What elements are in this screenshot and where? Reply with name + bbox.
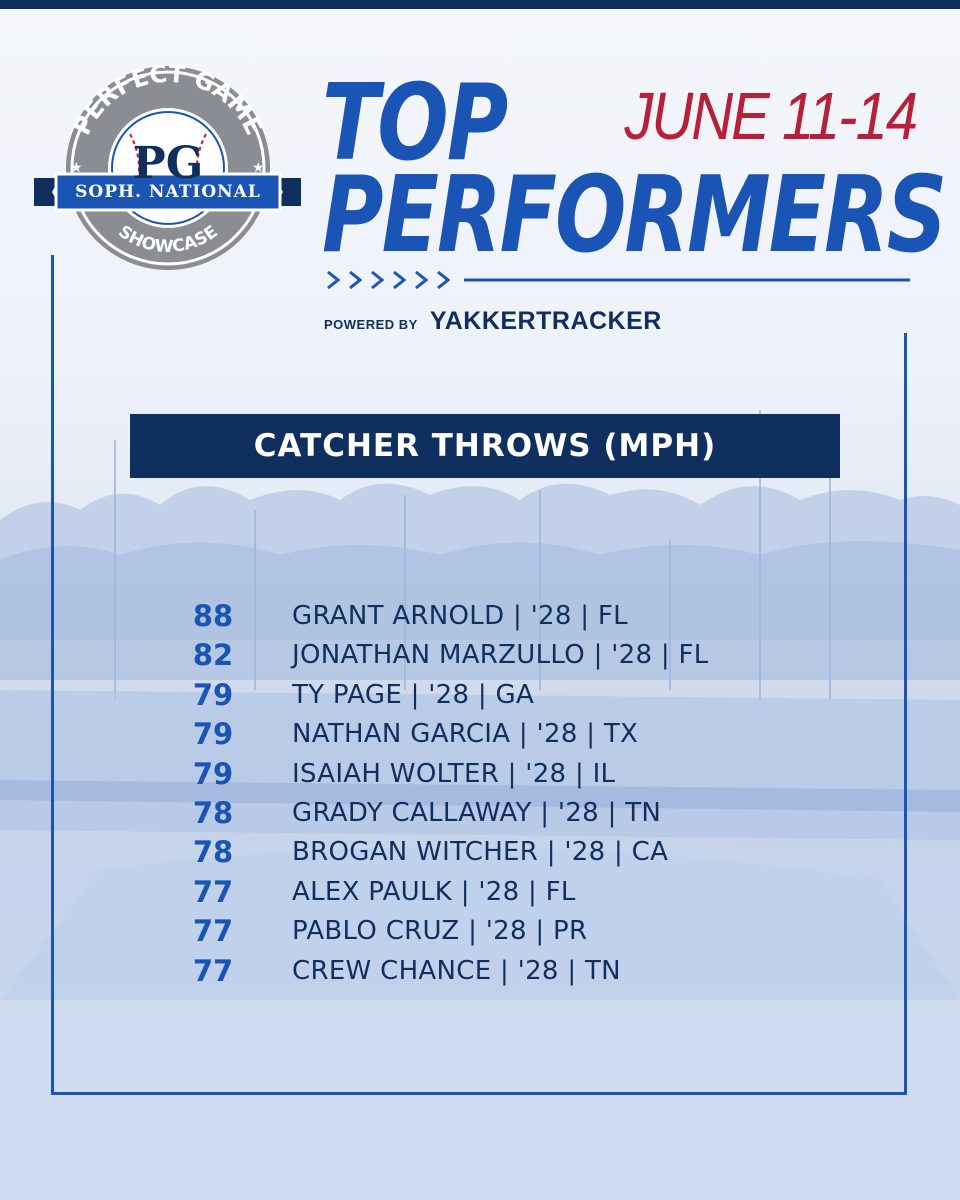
frame-border-left	[51, 255, 54, 1095]
list-item: 88 GRANT ARNOLD | '28 | FL	[180, 598, 880, 634]
list-item: 77 CREW CHANCE | '28 | TN	[180, 953, 880, 989]
list-item: 78 GRADY CALLAWAY | '28 | TN	[180, 795, 880, 831]
logo-ribbon-text: SOPH. NATIONAL	[75, 182, 261, 202]
player-info: GRADY CALLAWAY | '28 | TN	[292, 798, 662, 828]
list-item: 79 ISAIAH WOLTER | '28 | IL	[180, 756, 880, 792]
frame-border-right	[904, 333, 907, 1095]
player-info: BROGAN WITCHER | '28 | CA	[292, 837, 669, 868]
player-info: CREW CHANCE | '28 | TN	[292, 955, 621, 986]
list-item: 77 PABLO CRUZ | '28 | PR	[180, 913, 880, 949]
title-line-performers: PERFORMERS	[322, 153, 947, 276]
throw-velocity: 79	[192, 756, 234, 791]
logo-monogram: PG	[132, 138, 204, 189]
throw-velocity: 78	[192, 835, 234, 870]
throw-velocity: 79	[192, 677, 234, 712]
category-title: CATCHER THROWS (MPH)	[253, 428, 717, 464]
svg-text:PERFECT GAME: PERFECT GAME	[68, 64, 268, 140]
throw-velocity: 88	[192, 599, 234, 633]
throw-velocity: 79	[192, 717, 234, 752]
category-banner: CATCHER THROWS (MPH)	[130, 414, 840, 478]
frame-border-bottom	[51, 1092, 907, 1095]
powered-by-label: POWERED BY	[324, 317, 418, 332]
throw-velocity: 77	[192, 914, 234, 949]
player-info: TY PAGE | '28 | GA	[292, 679, 535, 710]
player-info: JONATHAN MARZULLO | '28 | FL	[292, 640, 709, 671]
throw-velocity: 78	[192, 796, 234, 830]
list-item: 78 BROGAN WITCHER | '28 | CA	[180, 834, 880, 870]
player-info: ISAIAH WOLTER | '28 | IL	[292, 758, 616, 789]
sponsor-logo: YAKKERTRACKER	[429, 307, 662, 335]
list-item: 82 JONATHAN MARZULLO | '28 | FL	[180, 637, 880, 673]
event-logo: ★ ★ PERFECT GAME SHOWCASE PG SOPH. NATIO…	[30, 60, 305, 274]
throw-velocity: 82	[192, 638, 234, 673]
svg-text:★: ★	[70, 160, 83, 176]
svg-text:★: ★	[252, 160, 265, 176]
throw-velocity: 77	[192, 953, 234, 988]
player-info: PABLO CRUZ | '28 | PR	[292, 916, 588, 947]
list-item: 79 TY PAGE | '28 | GA	[180, 677, 880, 713]
player-info: GRANT ARNOLD | '28 | FL	[292, 601, 628, 631]
list-item: 77 ALEX PAULK | '28 | FL	[180, 874, 880, 910]
powered-by: POWERED BY YAKKERTRACKER	[324, 307, 662, 336]
throw-velocity: 77	[192, 874, 234, 909]
svg-text:SHOWCASE: SHOWCASE	[114, 222, 221, 258]
chevron-divider	[327, 270, 910, 290]
player-info: ALEX PAULK | '28 | FL	[292, 876, 576, 907]
title-line-top: TOP	[322, 61, 508, 184]
event-date: JUNE 11-14	[624, 79, 918, 154]
logo-arc-top-text: PERFECT GAME SHOWCASE	[30, 60, 305, 274]
player-info: NATHAN GARCIA | '28 | TX	[292, 719, 639, 750]
perfect-game-logo-graphic: ★ ★	[34, 66, 301, 270]
top-accent-bar	[0, 0, 960, 9]
list-item: 79 NATHAN GARCIA | '28 | TX	[180, 716, 880, 752]
